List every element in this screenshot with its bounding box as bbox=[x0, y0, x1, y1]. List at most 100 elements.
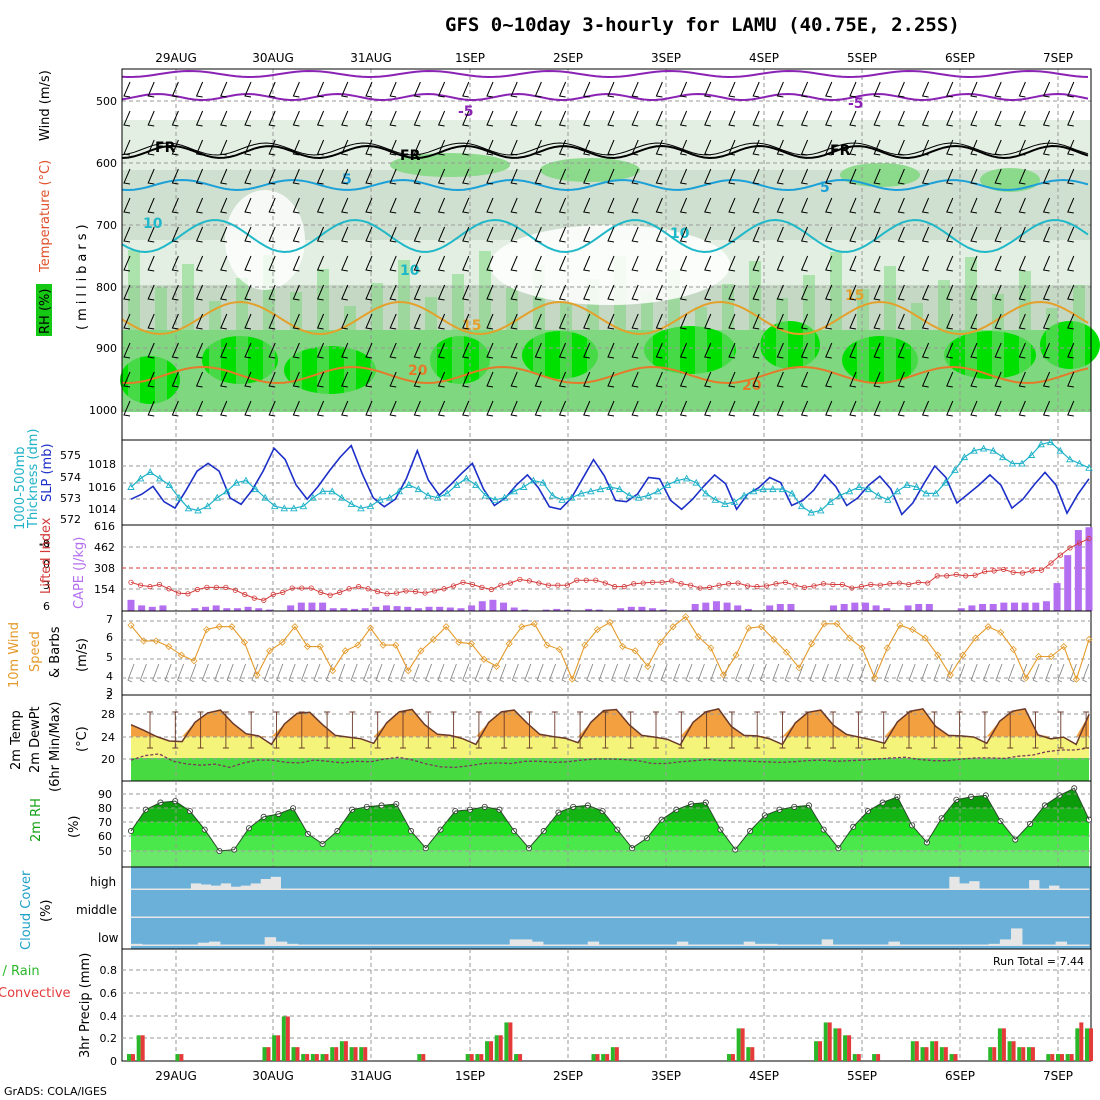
wind-speed-point bbox=[757, 623, 765, 631]
minmax-whisker bbox=[324, 711, 331, 749]
wind-speed-point bbox=[694, 633, 702, 641]
cloud-bar bbox=[560, 888, 571, 890]
cape-bar bbox=[457, 608, 465, 611]
cloud-bar bbox=[598, 944, 611, 946]
precip-bar-convective bbox=[314, 1054, 319, 1061]
wind-barb bbox=[776, 226, 784, 243]
wind-barb bbox=[728, 139, 736, 156]
wind-barb bbox=[147, 110, 155, 127]
cloud-bar bbox=[410, 888, 421, 890]
wind-barb bbox=[994, 400, 1002, 417]
thickness-point bbox=[223, 487, 231, 495]
cloud-bar bbox=[260, 879, 272, 890]
wind-barb bbox=[631, 226, 639, 243]
bottom-day-label: 3SEP bbox=[651, 1069, 681, 1083]
minmax-whisker bbox=[830, 711, 837, 749]
wind10-barb bbox=[449, 663, 457, 683]
wind-speed-point bbox=[1060, 642, 1068, 651]
wind-barb bbox=[994, 168, 1002, 185]
wind-barb bbox=[171, 139, 179, 156]
lifted-index-point bbox=[602, 580, 608, 586]
wind-barb bbox=[704, 313, 712, 330]
wind-barb bbox=[946, 226, 954, 243]
precip-bar-total bbox=[920, 1047, 925, 1061]
slp-label-b: Thickness (dm) bbox=[26, 429, 41, 529]
precip-bar-total bbox=[814, 1041, 819, 1061]
precip-bar-convective bbox=[285, 1016, 290, 1061]
wind-barb bbox=[268, 197, 276, 214]
thickness-point bbox=[999, 453, 1007, 461]
wind10-barb bbox=[921, 663, 929, 683]
wind-barb bbox=[800, 284, 809, 301]
cape-tick: 462 bbox=[94, 541, 115, 554]
cloud-bar bbox=[360, 916, 371, 918]
wind-speed-point bbox=[140, 637, 148, 645]
wind-barb bbox=[171, 168, 179, 185]
cloud-bar bbox=[190, 916, 202, 918]
wind-barb bbox=[1042, 81, 1051, 98]
wind-barb bbox=[946, 139, 954, 156]
top-day-label: 30AUG bbox=[252, 51, 294, 65]
precip-bar-convective bbox=[1050, 1054, 1055, 1061]
cape-bar bbox=[382, 605, 390, 611]
cloud-bar bbox=[587, 941, 600, 946]
wind-barb bbox=[1018, 313, 1026, 330]
cape-bar bbox=[957, 608, 965, 611]
wind-barb bbox=[946, 313, 954, 330]
precip-bar-convective bbox=[1069, 1054, 1074, 1061]
precip-bar-convective bbox=[266, 1047, 271, 1061]
cloud-bar bbox=[809, 888, 820, 890]
wind-barb bbox=[413, 342, 421, 359]
wind-barb bbox=[534, 168, 542, 185]
wind-speed-point bbox=[316, 642, 324, 651]
wind-barb bbox=[704, 371, 712, 388]
cloud-bar bbox=[689, 916, 701, 918]
wind10-barb bbox=[784, 663, 792, 683]
wind-barb bbox=[897, 168, 905, 185]
wind-barb bbox=[946, 168, 954, 185]
wind-barb bbox=[123, 371, 131, 388]
wind10-barb bbox=[400, 663, 408, 683]
cloud-bar bbox=[530, 916, 541, 918]
wind-speed-point bbox=[1035, 652, 1043, 661]
wind-barb bbox=[921, 81, 930, 98]
lifted-index-point bbox=[166, 586, 172, 592]
cloud-bar bbox=[1044, 944, 1056, 946]
wind-barb bbox=[341, 284, 349, 301]
rh-tick: 50 bbox=[98, 845, 112, 858]
wind-barb bbox=[365, 400, 373, 417]
wind-barb bbox=[704, 139, 712, 156]
cloud-bar bbox=[364, 944, 377, 946]
wind-barb bbox=[921, 313, 930, 330]
wind-barb bbox=[316, 284, 325, 301]
cloud-bar bbox=[809, 916, 820, 918]
wind-barb bbox=[437, 342, 446, 359]
wind-barb bbox=[316, 226, 325, 243]
cape-bar bbox=[830, 605, 838, 611]
cloud-bar bbox=[440, 888, 451, 890]
wind-barb bbox=[631, 139, 639, 156]
wind-barb bbox=[147, 197, 155, 214]
wind-speed-point bbox=[656, 638, 664, 646]
minmax-whisker bbox=[906, 711, 912, 749]
wind-barb bbox=[1042, 400, 1051, 417]
wind10-barb bbox=[883, 663, 891, 683]
cape-bar bbox=[968, 605, 976, 611]
wind-speed-point bbox=[329, 667, 337, 675]
cloud-bar bbox=[600, 888, 611, 890]
precip-bar-convective bbox=[489, 1041, 494, 1061]
thickness-line bbox=[130, 441, 1090, 514]
wind-tick: 7 bbox=[106, 613, 113, 626]
minmax-whisker bbox=[298, 711, 305, 749]
wind-label-c: & Barbs bbox=[48, 626, 63, 678]
wind-barb bbox=[897, 400, 905, 417]
bottom-day-label: 29AUG bbox=[155, 1069, 197, 1083]
precip-bar-total bbox=[1017, 1047, 1022, 1061]
wind-barb bbox=[171, 110, 179, 127]
cape-bar bbox=[244, 606, 252, 611]
wind-barb bbox=[365, 255, 373, 272]
cloud-panel-bg bbox=[131, 867, 1091, 949]
minmax-whisker bbox=[1083, 711, 1090, 749]
wind-barb bbox=[679, 226, 688, 243]
